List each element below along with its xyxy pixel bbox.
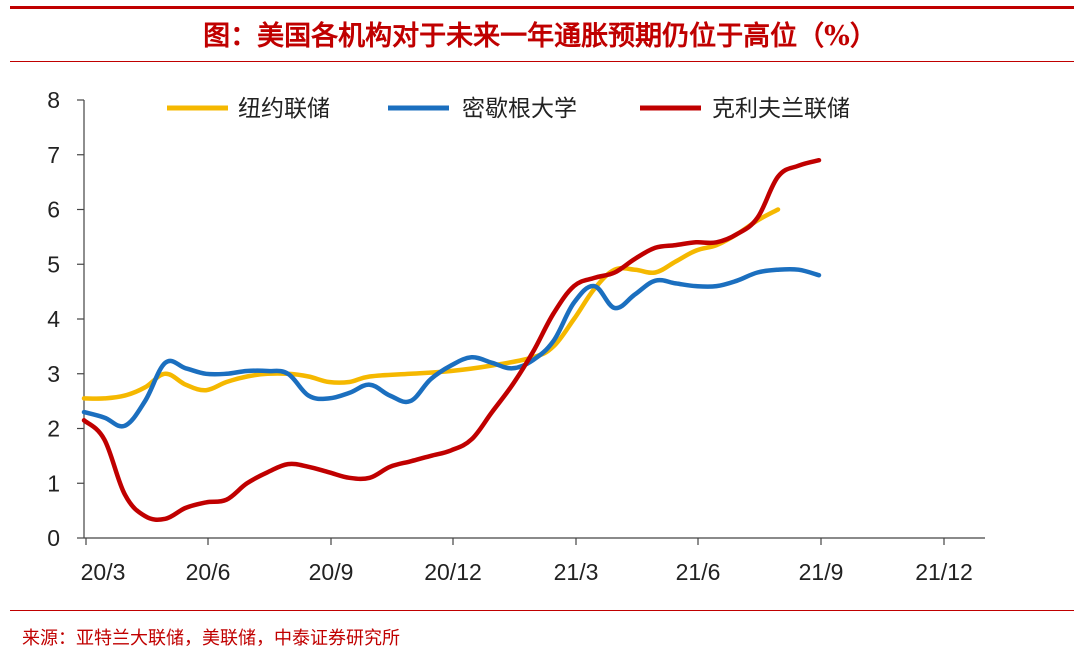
y-tick-label: 0 bbox=[47, 525, 60, 551]
chart-title: 图：美国各机构对于未来一年通胀预期仍位于高位（%） bbox=[203, 21, 877, 52]
series-line-2 bbox=[81, 157, 822, 523]
source-note: 来源：亚特兰大联储，美联储，中泰证券研究所 bbox=[22, 628, 400, 649]
x-tick-label: 21/6 bbox=[676, 559, 721, 585]
y-tick-label: 4 bbox=[47, 306, 60, 332]
legend-label-0: 纽约联储 bbox=[238, 96, 330, 122]
title-bottom-rule bbox=[10, 61, 1074, 62]
y-tick-label: 7 bbox=[47, 142, 60, 168]
legend: 纽约联储 密歇根大学 克利夫兰联储 bbox=[167, 96, 850, 122]
x-tick-label: 20/9 bbox=[309, 559, 354, 585]
title-top-rule bbox=[10, 6, 1074, 9]
legend-label-2: 克利夫兰联储 bbox=[712, 96, 850, 122]
x-tick-label: 20/12 bbox=[424, 559, 482, 585]
y-tick-label: 1 bbox=[47, 470, 60, 496]
y-tick-label: 6 bbox=[47, 197, 60, 223]
x-tick-label: 20/6 bbox=[186, 559, 231, 585]
y-tick-label: 3 bbox=[47, 361, 60, 387]
legend-label-1: 密歇根大学 bbox=[462, 96, 577, 122]
axes: 0 1 2 3 4 5 6 7 8 20/3 20/6 20/9 20/12 21/3 21/6 21/9 21… bbox=[47, 87, 985, 585]
line-chart: 0 1 2 3 4 5 6 7 8 20/3 20/6 20/9 20/12 21/3 21/6 21/9 21… bbox=[47, 87, 985, 585]
series-lines bbox=[81, 157, 822, 523]
series-line-1 bbox=[81, 266, 822, 429]
x-tick-label: 20/3 bbox=[81, 559, 126, 585]
series-line-0 bbox=[81, 207, 781, 401]
y-tick-label: 2 bbox=[47, 416, 60, 442]
x-tick-label: 21/12 bbox=[915, 559, 973, 585]
y-tick-label: 5 bbox=[47, 251, 60, 277]
source-top-rule bbox=[10, 610, 1074, 611]
x-tick-label: 21/9 bbox=[799, 559, 844, 585]
x-tick-label: 21/3 bbox=[554, 559, 599, 585]
y-tick-label: 8 bbox=[47, 87, 60, 113]
